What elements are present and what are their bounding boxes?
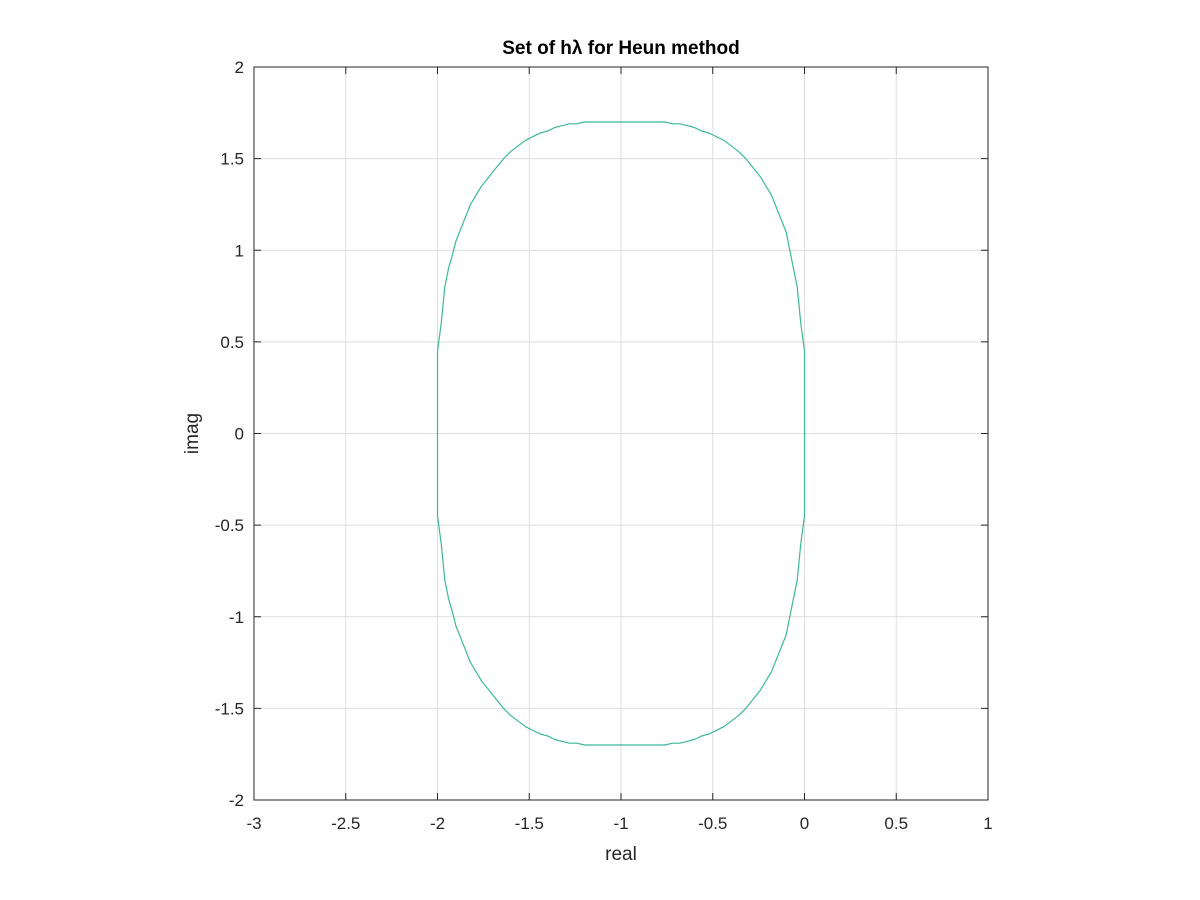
x-tick-label: 0.5 — [884, 814, 908, 833]
stability-region-boundary — [436, 121, 806, 746]
x-tick-label: -0.5 — [698, 814, 727, 833]
x-tick-label: -1 — [613, 814, 628, 833]
y-tick-label: -1.5 — [215, 699, 244, 718]
y-tick-label: 0.5 — [220, 333, 244, 352]
y-tick-label: 1.5 — [220, 150, 244, 169]
x-tick-label: -2 — [430, 814, 445, 833]
y-tick-label: 0 — [235, 425, 244, 444]
y-tick-label: -2 — [229, 791, 244, 810]
x-tick-label: -3 — [246, 814, 261, 833]
x-tick-label: -2.5 — [331, 814, 360, 833]
y-axis-label: imag — [182, 413, 203, 454]
y-tick-label: -0.5 — [215, 516, 244, 535]
y-tick-label: 1 — [235, 241, 244, 260]
x-tick-label: 1 — [983, 814, 992, 833]
x-axis-label: real — [605, 844, 637, 865]
chart-title: Set of hλ for Heun method — [502, 38, 740, 59]
x-tick-label: 0 — [800, 814, 809, 833]
x-tick-label: -1.5 — [515, 814, 544, 833]
tick-marks — [253, 66, 989, 801]
plot-lines — [436, 121, 806, 746]
tick-labels: -3 -2.5 -2 -1.5 -1 -0.5 0 0.5 1 -2 -1.5 -1 -0.5 0 0.5 1… — [215, 58, 993, 833]
y-tick-label: -1 — [229, 608, 244, 627]
y-tick-label: 2 — [235, 58, 244, 77]
